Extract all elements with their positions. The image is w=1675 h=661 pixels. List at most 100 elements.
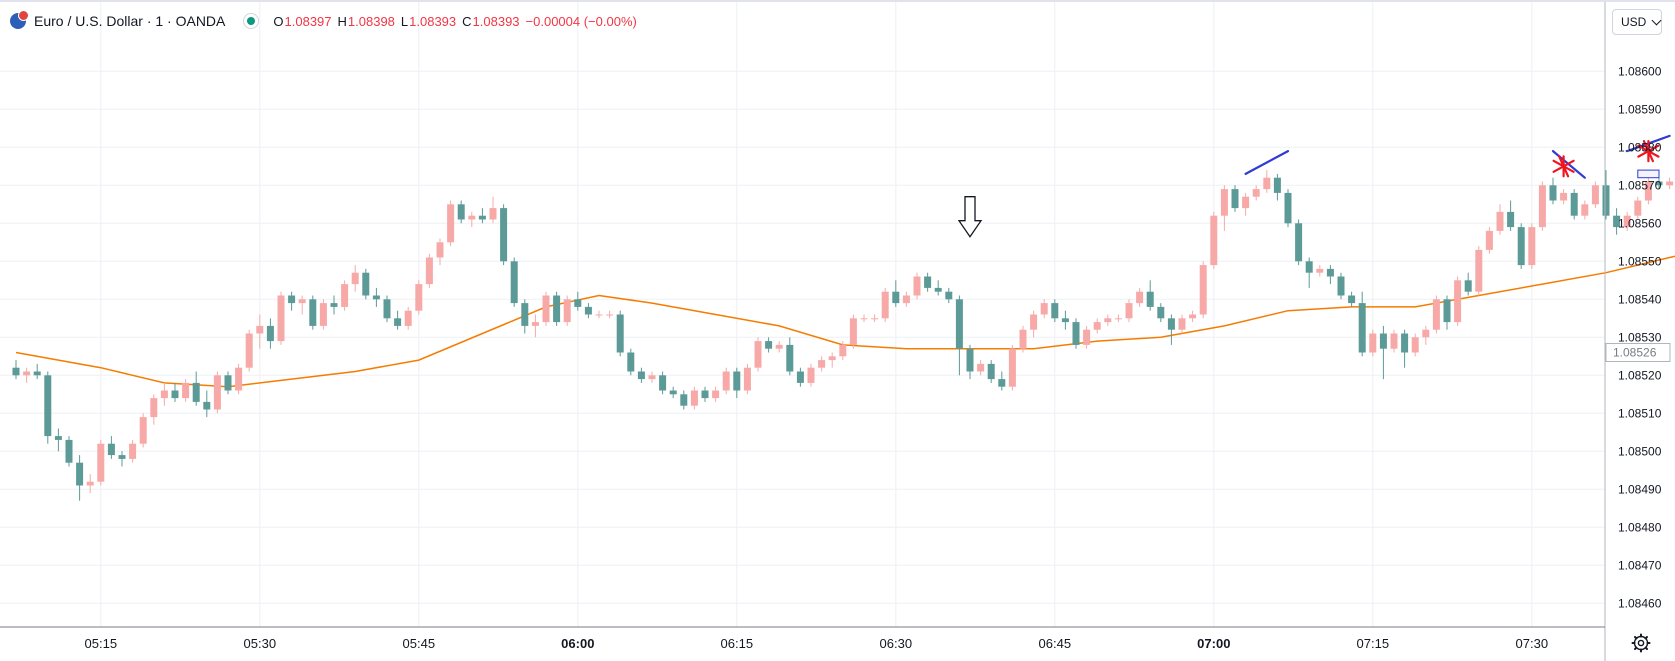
candle-down <box>987 360 995 383</box>
symbol-title[interactable]: Euro / U.S. Dollar · 1 · OANDA <box>34 13 226 29</box>
candle-up <box>1220 185 1228 231</box>
candle-body <box>606 314 614 316</box>
candle-body <box>447 204 455 243</box>
candle-down <box>1358 291 1366 357</box>
candle-body <box>118 455 126 459</box>
candle-down <box>1157 303 1165 323</box>
candle-body <box>1581 204 1589 216</box>
candle-down <box>1337 272 1345 300</box>
candle-up <box>743 363 751 395</box>
candle-body <box>129 443 137 459</box>
candle-body <box>1475 249 1483 292</box>
candle-down <box>362 268 370 300</box>
candle-up <box>1008 344 1016 391</box>
cross-marker[interactable] <box>1552 155 1575 178</box>
candle-body <box>372 295 380 300</box>
candle-down <box>1295 219 1303 266</box>
candle-body <box>203 401 211 410</box>
candle-body <box>1008 348 1016 387</box>
candle-body <box>1623 215 1631 228</box>
candlestick-series <box>12 170 1674 501</box>
candle-body <box>1634 200 1642 216</box>
candle-body <box>1104 318 1112 323</box>
candle-body <box>468 215 476 220</box>
down-arrow-drawing[interactable] <box>957 196 983 238</box>
symbol-legend: Euro / U.S. Dollar · 1 · OANDA O1.08397 … <box>10 10 637 32</box>
candle-up <box>235 363 243 395</box>
trendline-drawing[interactable] <box>1244 150 1290 175</box>
last-price-box <box>1605 343 1671 362</box>
candle-down <box>966 344 974 380</box>
candle-down <box>54 428 62 452</box>
candle-body <box>987 363 995 380</box>
candle-down <box>1507 200 1515 231</box>
price-change: −0.00004 (−0.00%) <box>525 13 637 29</box>
candle-up <box>139 413 147 448</box>
candle-body <box>1369 333 1377 353</box>
chevron-down-icon <box>1651 15 1662 25</box>
candle-body <box>478 215 486 220</box>
candle-body <box>966 348 974 372</box>
candle-down <box>574 291 582 311</box>
candle-body <box>383 299 391 319</box>
candle-body <box>574 299 582 307</box>
market-open-dot-icon[interactable] <box>243 13 260 29</box>
candle-down <box>266 318 274 349</box>
candle-down <box>934 280 942 296</box>
candle-up <box>97 439 105 486</box>
candle-body <box>1560 192 1568 201</box>
candle-body <box>892 291 900 304</box>
candle-body <box>1167 318 1175 330</box>
candle-up <box>351 265 359 292</box>
candle-body <box>457 204 465 220</box>
rectangle-drawing[interactable] <box>1637 169 1660 179</box>
candle-body <box>902 295 910 304</box>
candle-down <box>945 287 953 304</box>
candle-body <box>977 363 985 372</box>
candle-body <box>1189 314 1197 319</box>
candle-up <box>606 310 614 319</box>
candle-up <box>468 211 476 228</box>
candle-body <box>288 295 296 304</box>
candle-down <box>372 287 380 307</box>
candle-up <box>1242 192 1250 216</box>
candle-body <box>1528 227 1536 266</box>
candle-down <box>1072 318 1080 349</box>
candle-body <box>733 371 741 391</box>
candle-body <box>23 371 31 376</box>
price-tick-label: 1.08470 <box>1618 558 1662 572</box>
price-tick-label: 1.08490 <box>1618 482 1662 496</box>
candle-down <box>65 436 73 467</box>
candle-body <box>786 344 794 372</box>
close-value: 1.08393 <box>472 13 520 29</box>
cross-marker[interactable] <box>1637 140 1660 163</box>
candle-down <box>107 436 115 459</box>
gear-icon[interactable] <box>1630 632 1652 654</box>
open-key: O <box>273 13 284 29</box>
currency-button[interactable]: USD <box>1612 9 1662 35</box>
candle-body <box>309 299 317 326</box>
candle-up <box>23 367 31 383</box>
candle-down <box>171 382 179 402</box>
candle-up <box>1316 265 1324 277</box>
candle-up <box>531 314 539 338</box>
candle-body <box>1114 318 1122 320</box>
candle-body <box>722 371 730 391</box>
candle-body <box>1136 291 1144 304</box>
candle-up <box>1390 329 1398 353</box>
candle-up <box>722 367 730 395</box>
drawing-annotations[interactable] <box>957 102 1675 238</box>
candle-up <box>1644 177 1652 205</box>
candle-body <box>1401 333 1409 353</box>
candle-body <box>1083 329 1091 345</box>
candle-down <box>924 272 932 292</box>
price-grid <box>0 2 1605 627</box>
candle-body <box>1602 185 1610 216</box>
candle-down <box>1146 280 1154 311</box>
candle-up <box>1496 204 1504 235</box>
candle-body <box>277 295 285 342</box>
candle-body <box>139 417 147 444</box>
currency-label: USD <box>1621 15 1647 29</box>
